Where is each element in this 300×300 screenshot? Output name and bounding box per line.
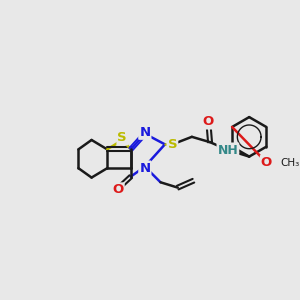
Text: N: N: [139, 161, 150, 175]
Text: NH: NH: [218, 143, 238, 157]
Text: O: O: [112, 183, 124, 196]
Text: N: N: [139, 126, 150, 139]
Text: CH₃: CH₃: [280, 158, 300, 167]
Text: O: O: [203, 116, 214, 128]
Text: S: S: [118, 131, 127, 145]
Text: S: S: [168, 138, 177, 151]
Text: O: O: [261, 156, 272, 169]
